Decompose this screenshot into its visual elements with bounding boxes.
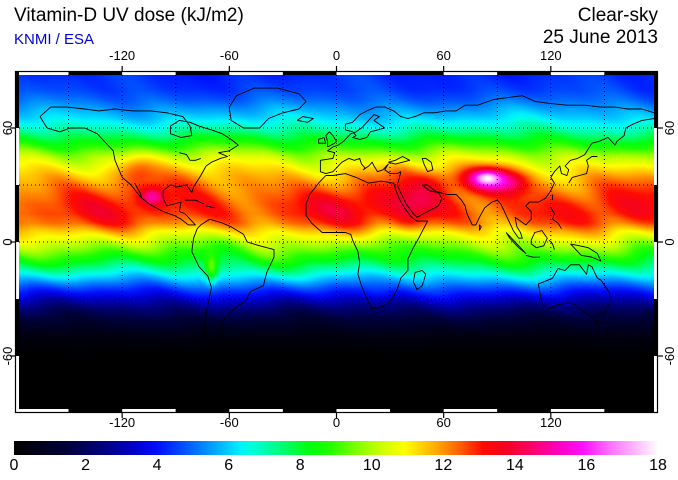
colorbar (14, 441, 658, 455)
colorbar-tick-label: 0 (9, 457, 19, 474)
lon-tick-label: -60 (219, 415, 239, 430)
date-label: 25 June 2013 (542, 27, 658, 48)
lon-tick-label: -120 (109, 48, 136, 63)
lon-tick-label: 120 (539, 48, 562, 63)
colorbar-tick-label: 10 (362, 457, 381, 474)
lat-tick-label: 0 (0, 238, 15, 246)
colorbar-tick-label: 4 (152, 457, 162, 474)
lat-tick-label: 0 (662, 238, 677, 246)
colorbar-tick-label: 6 (224, 457, 234, 474)
colorbar-tick-label: 2 (81, 457, 90, 474)
lon-tick-label: 0 (332, 415, 341, 430)
world-uv-heatmap (15, 71, 658, 413)
lat-tick-label: -60 (0, 346, 15, 366)
lon-tick-label: 60 (436, 415, 451, 430)
colorbar-tick-label: 12 (434, 457, 453, 474)
lon-tick-label: 120 (539, 415, 562, 430)
colorbar-tick-label: 18 (649, 457, 667, 474)
colorbar-tick-label: 16 (577, 457, 596, 474)
lat-tick-label: -60 (662, 346, 677, 366)
lat-tick-label: 60 (662, 120, 677, 136)
chart-title: Vitamin-D UV dose (kJ/m2) (14, 5, 244, 26)
lon-tick-label: 60 (436, 48, 451, 63)
credit-label: KNMI / ESA (14, 31, 95, 48)
lat-tick-label: 60 (0, 120, 15, 136)
colorbar-tick-label: 14 (505, 457, 524, 474)
lon-tick-label: -120 (109, 415, 136, 430)
colorbar-tick-label: 8 (295, 457, 305, 474)
lon-tick-label: 0 (332, 48, 341, 63)
lon-tick-label: -60 (219, 48, 239, 63)
condition-label: Clear-sky (577, 5, 658, 26)
